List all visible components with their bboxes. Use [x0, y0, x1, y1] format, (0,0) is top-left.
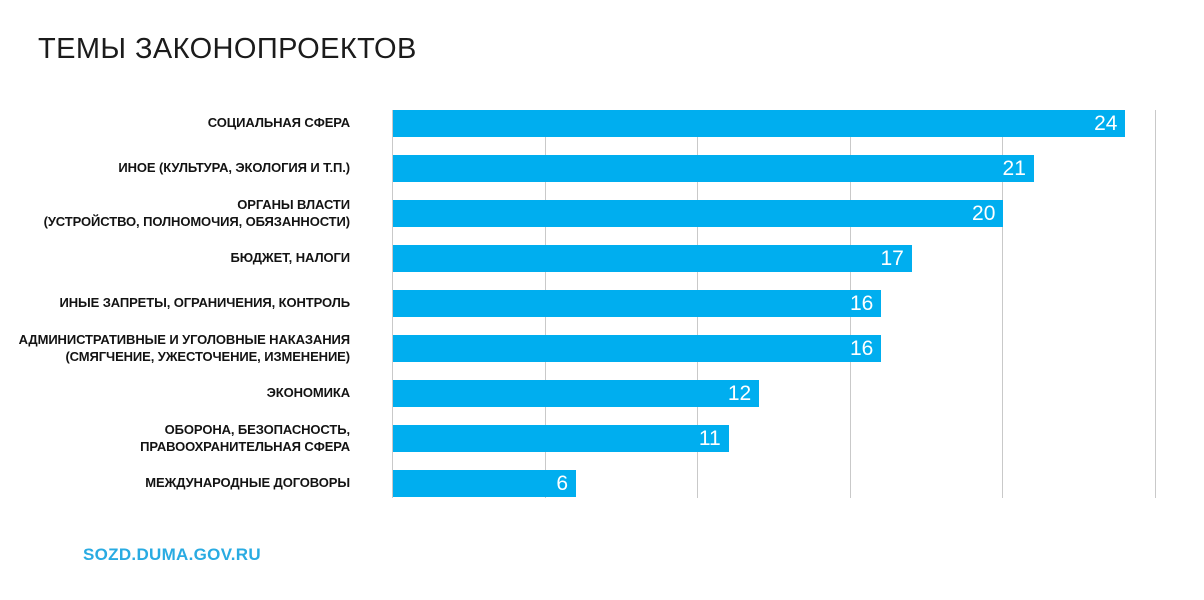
chart-row: ОБОРОНА, БЕЗОПАСНОСТЬ, ПРАВООХРАНИТЕЛЬНА… — [0, 416, 1204, 461]
bar-value-label: 16 — [849, 337, 874, 360]
bar-value-label: 20 — [972, 202, 996, 225]
bar: 16 — [393, 290, 882, 317]
plot-area: 12 — [393, 371, 1156, 416]
category-label: ЭКОНОМИКА — [266, 385, 350, 401]
category-label: БЮДЖЕТ, НАЛОГИ — [230, 250, 351, 266]
bar-value-label: 24 — [1094, 112, 1118, 135]
chart-row: ОРГАНЫ ВЛАСТИ (УСТРОЙСТВО, ПОЛНОМОЧИЯ, О… — [0, 191, 1204, 236]
bar: 11 — [393, 425, 729, 452]
gridline — [1155, 110, 1156, 498]
gridline — [1002, 110, 1004, 498]
category-label: АДМИНИСТРАТИВНЫЕ И УГОЛОВНЫЕ НАКАЗАНИЯ (… — [18, 331, 350, 364]
bar-value-label: 6 — [556, 472, 569, 495]
category-label: МЕЖДУНАРОДНЫЕ ДОГОВОРЫ — [145, 475, 350, 491]
bar-value-label: 12 — [727, 382, 752, 405]
plot-area: 17 — [393, 236, 1156, 281]
plot-area: 6 — [393, 461, 1156, 506]
category-label: СОЦИАЛЬНАЯ СФЕРА — [207, 115, 350, 131]
category-label: ИНЫЕ ЗАПРЕТЫ, ОГРАНИЧЕНИЯ, КОНТРОЛЬ — [59, 295, 350, 311]
plot-area: 16 — [393, 326, 1156, 371]
bar-value-label: 11 — [698, 427, 721, 450]
plot-area: 11 — [393, 416, 1156, 461]
plot-area: 20 — [393, 191, 1156, 236]
bar: 20 — [393, 200, 1004, 227]
bar: 17 — [393, 245, 912, 272]
chart-row: МЕЖДУНАРОДНЫЕ ДОГОВОРЫ 6 — [0, 461, 1204, 506]
bar: 16 — [393, 335, 882, 362]
bar: 6 — [393, 470, 577, 497]
bar: 21 — [393, 155, 1034, 182]
category-label: ОРГАНЫ ВЛАСТИ (УСТРОЙСТВО, ПОЛНОМОЧИЯ, О… — [43, 196, 351, 229]
bar-chart: СОЦИАЛЬНАЯ СФЕРА 24 ИНОЕ (КУЛЬТУРА, ЭКОЛ… — [0, 101, 1204, 506]
chart-row: ИНОЕ (КУЛЬТУРА, ЭКОЛОГИЯ И Т.П.) 21 — [0, 146, 1204, 191]
category-label: ОБОРОНА, БЕЗОПАСНОСТЬ, ПРАВООХРАНИТЕЛЬНА… — [140, 421, 350, 454]
bar: 24 — [393, 110, 1126, 137]
plot-area: 16 — [393, 281, 1156, 326]
footer-source-link[interactable]: SOZD.DUMA.GOV.RU — [83, 545, 261, 564]
chart-row: СОЦИАЛЬНАЯ СФЕРА 24 — [0, 101, 1204, 146]
chart-title: ТЕМЫ ЗАКОНОПРОЕКТОВ — [38, 33, 417, 65]
bar-value-label: 21 — [1002, 157, 1026, 180]
gridline — [392, 110, 393, 498]
bar-value-label: 16 — [849, 292, 874, 315]
chart-row: БЮДЖЕТ, НАЛОГИ 17 — [0, 236, 1204, 281]
chart-row: ЭКОНОМИКА 12 — [0, 371, 1204, 416]
chart-row: ИНЫЕ ЗАПРЕТЫ, ОГРАНИЧЕНИЯ, КОНТРОЛЬ 16 — [0, 281, 1204, 326]
chart-row: АДМИНИСТРАТИВНЫЕ И УГОЛОВНЫЕ НАКАЗАНИЯ (… — [0, 326, 1204, 371]
category-label: ИНОЕ (КУЛЬТУРА, ЭКОЛОГИЯ И Т.П.) — [118, 160, 350, 176]
bar-value-label: 17 — [880, 247, 904, 270]
plot-area: 24 — [393, 101, 1156, 146]
plot-area: 21 — [393, 146, 1156, 191]
bar: 12 — [393, 380, 760, 407]
